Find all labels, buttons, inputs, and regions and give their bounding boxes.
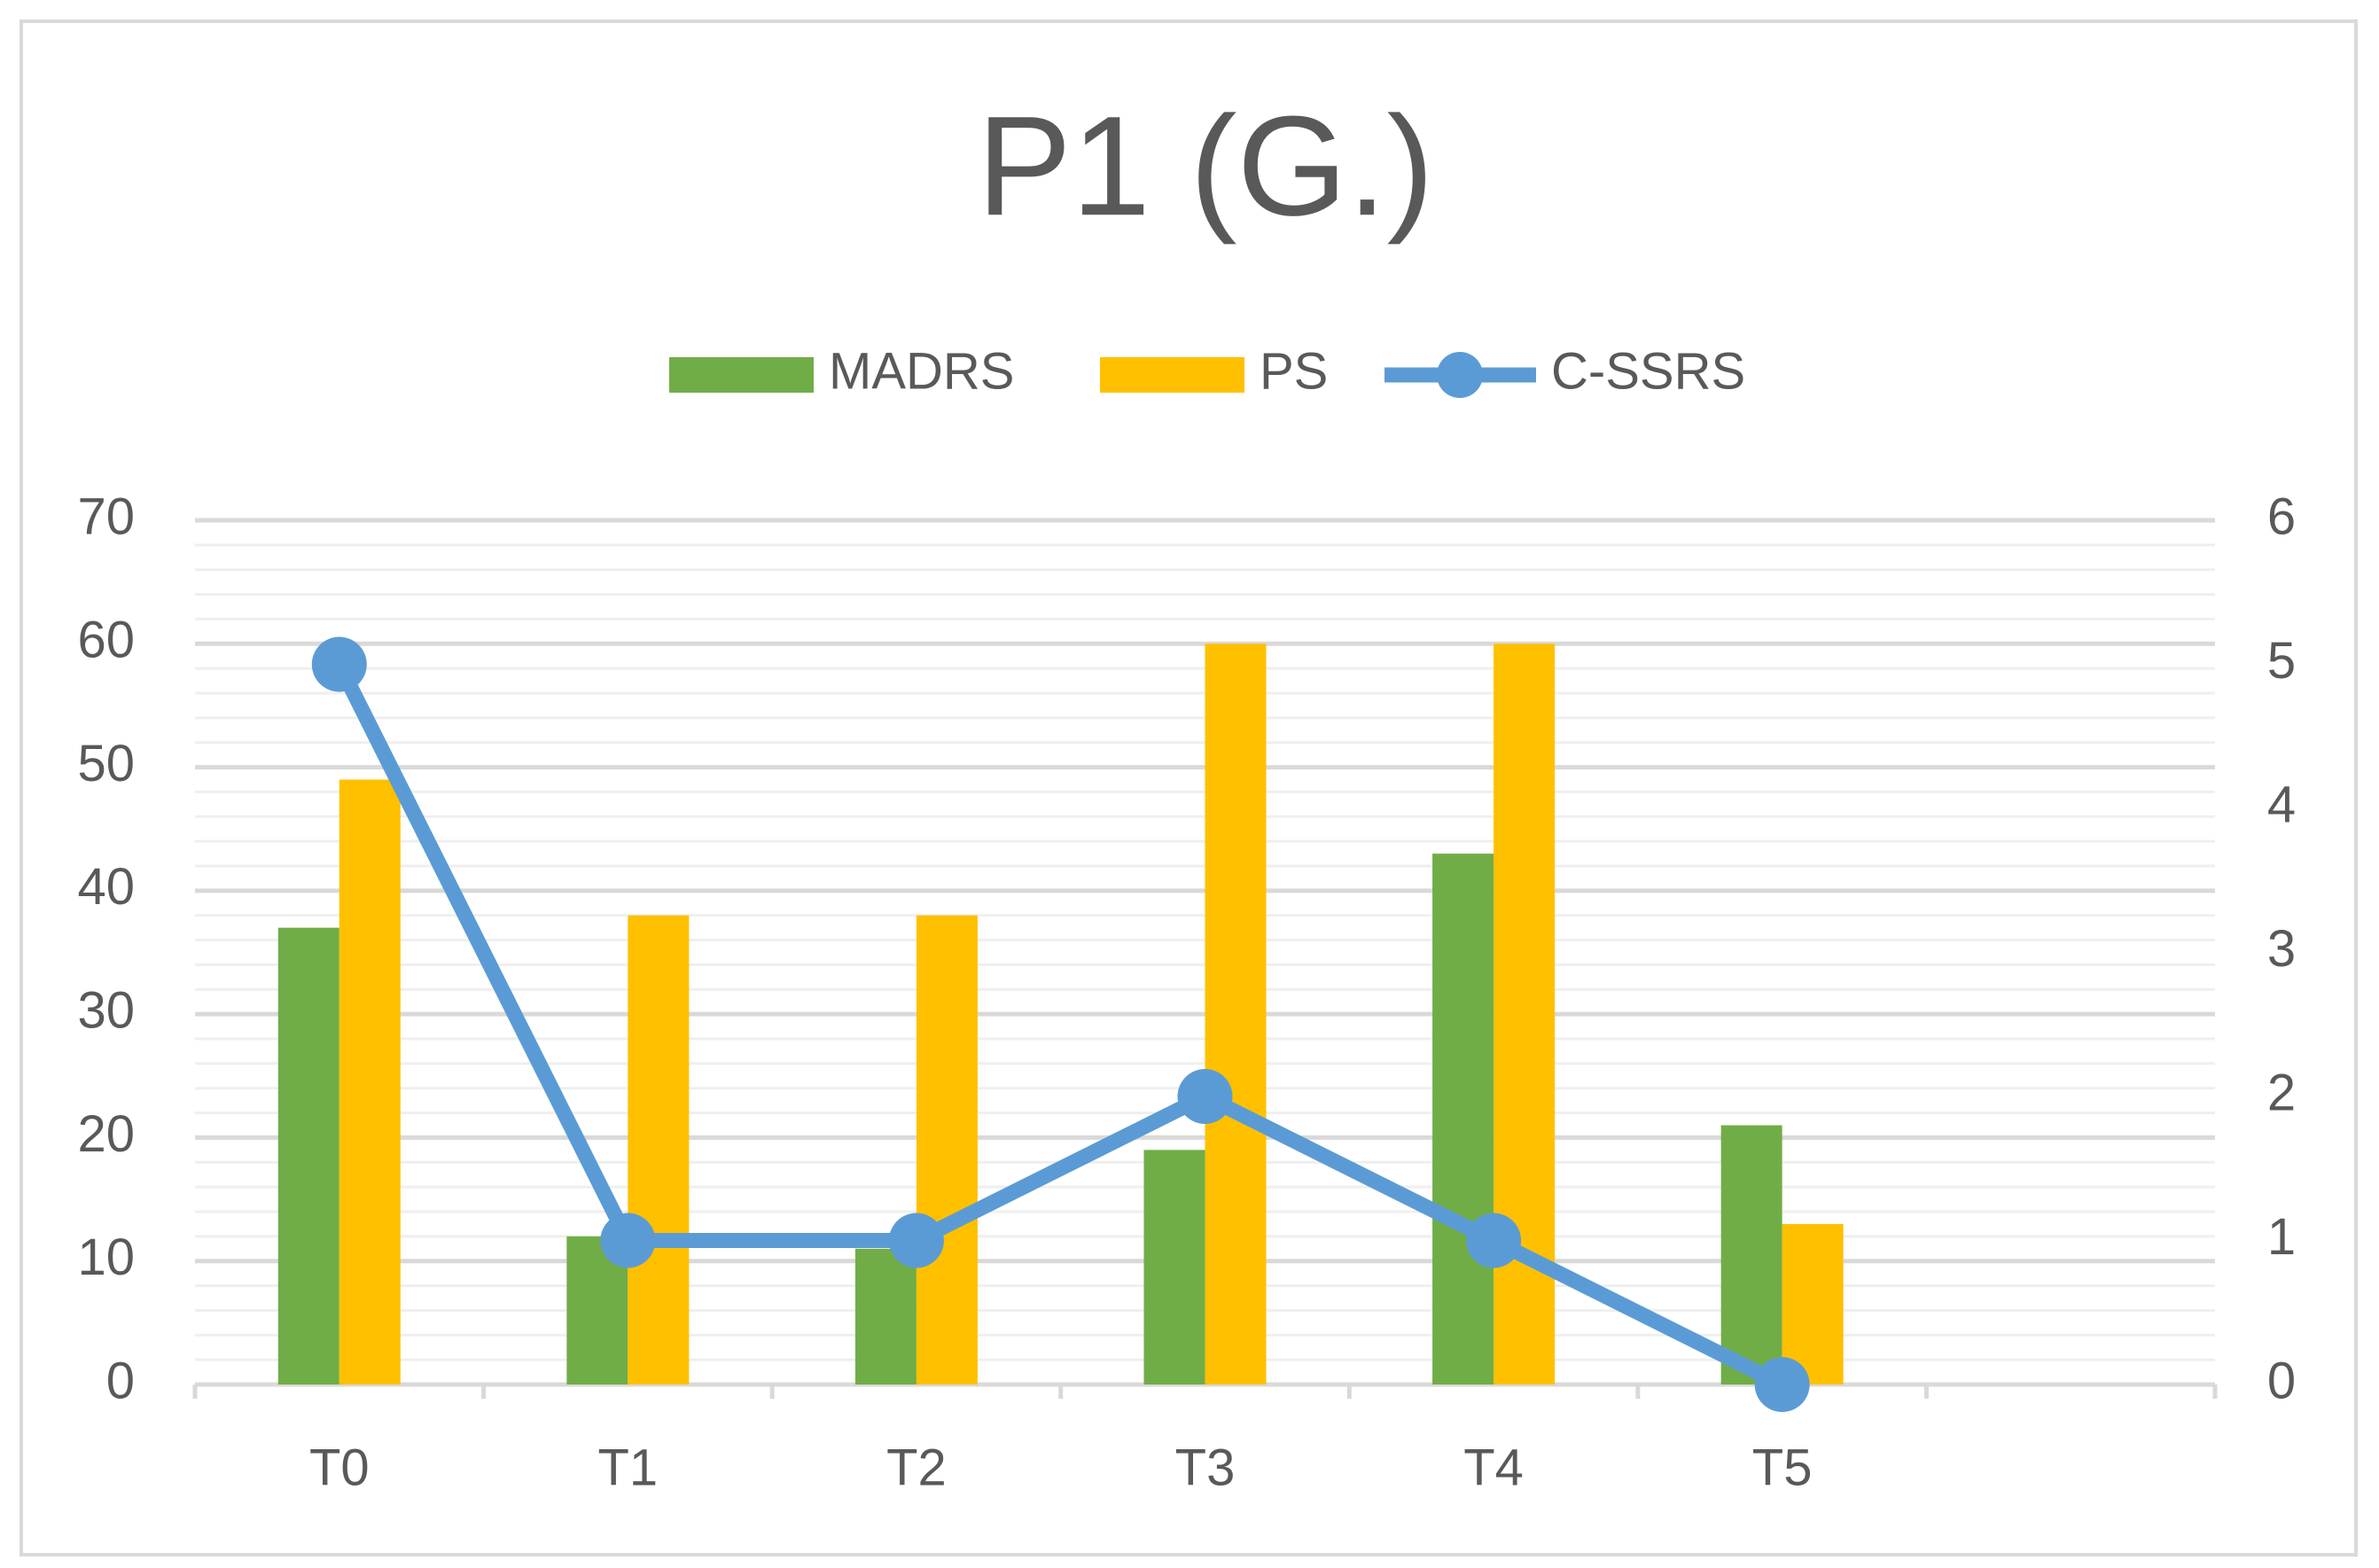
y2-tick-label: 3 <box>2267 920 2296 978</box>
y2-tick-label: 0 <box>2267 1352 2296 1409</box>
y-tick-label: 30 <box>77 981 135 1039</box>
y-tick-label: 60 <box>77 612 135 669</box>
y2-tick-label: 5 <box>2267 632 2296 690</box>
x-tick-label: T5 <box>1752 1439 1813 1496</box>
legend-swatch <box>669 357 814 393</box>
legend-marker <box>1437 352 1483 398</box>
x-tick-label: T4 <box>1463 1439 1524 1496</box>
bar <box>916 915 978 1385</box>
line-marker <box>1177 1069 1233 1124</box>
legend-label: PS <box>1260 342 1328 400</box>
y2-tick-label: 4 <box>2267 776 2296 833</box>
labels: 0 10 20 30 40 50 60 70 0 1 2 3 4 5 6 T0 T1 T2 T3 T4 T5 MADRS P… <box>77 342 2296 1496</box>
bar <box>277 927 339 1385</box>
line-marker <box>600 1213 656 1268</box>
y-tick-label: 20 <box>77 1105 135 1163</box>
legend-label: MADRS <box>829 342 1014 400</box>
bar <box>1143 1150 1205 1385</box>
y-tick-label: 40 <box>77 858 135 916</box>
line <box>332 660 1786 1392</box>
line-marker <box>1754 1357 1810 1412</box>
bars <box>277 644 1844 1385</box>
chart-title: P1 (G.) <box>977 86 1434 245</box>
legend-swatch <box>1100 357 1244 393</box>
y-tick-label: 0 <box>106 1352 135 1409</box>
y2-tick-label: 2 <box>2267 1064 2296 1121</box>
legend-label: C-SSRS <box>1551 342 1745 400</box>
y-tick-label: 50 <box>77 735 135 792</box>
x-tick-label: T1 <box>598 1439 659 1496</box>
y2-tick-label: 6 <box>2267 488 2296 545</box>
line-marker <box>1466 1213 1522 1268</box>
bar <box>1432 854 1494 1385</box>
line-marker <box>888 1213 944 1268</box>
x-tick-label: T2 <box>886 1439 947 1496</box>
bar <box>1720 1125 1782 1385</box>
lines <box>311 636 1810 1412</box>
bar <box>628 915 690 1385</box>
x-tick-label: T3 <box>1175 1439 1236 1496</box>
bar <box>854 1248 916 1385</box>
y-tick-label: 10 <box>77 1229 135 1286</box>
bar <box>339 779 401 1385</box>
y2-tick-label: 1 <box>2267 1208 2296 1266</box>
y-tick-label: 70 <box>77 488 135 545</box>
bar <box>1782 1223 1844 1385</box>
line-marker <box>311 636 367 692</box>
x-tick-label: T0 <box>309 1439 370 1496</box>
bar <box>1205 644 1267 1385</box>
